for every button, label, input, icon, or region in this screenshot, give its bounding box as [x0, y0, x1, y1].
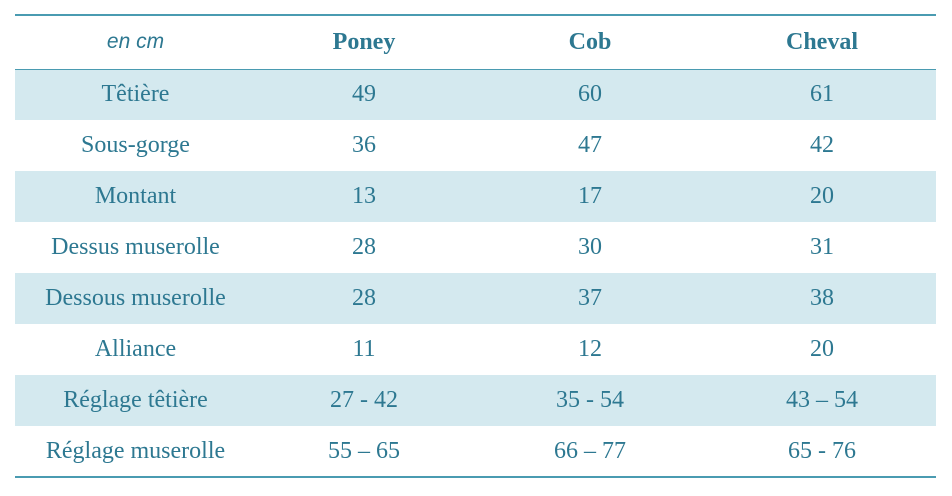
table-row: Têtière 49 60 61 — [15, 69, 936, 120]
table-header-row: en cm Poney Cob Cheval — [15, 15, 936, 70]
cell-value: 13 — [352, 183, 376, 209]
cell-value: 55 – 65 — [328, 437, 400, 464]
size-table-container: en cm Poney Cob Cheval Têtière 49 60 61 … — [15, 14, 936, 478]
cell-value: 65 - 76 — [788, 437, 856, 464]
column-header-poney: Poney — [256, 15, 472, 70]
table-row: Dessus muserolle 28 30 31 — [15, 222, 936, 273]
cell-value: 11 — [352, 336, 376, 362]
table-row: Alliance 11 12 20 — [15, 324, 936, 375]
cell-value: 28 — [352, 234, 376, 260]
cell-value: 36 — [352, 132, 376, 158]
cell-value: 31 — [810, 234, 834, 260]
cell-value: 28 — [352, 285, 376, 311]
cell-value: 66 – 77 — [554, 437, 626, 464]
cell-value: 12 — [578, 336, 602, 362]
cell-value: 20 — [810, 336, 834, 362]
cell-value: 35 - 54 — [556, 387, 624, 413]
cell-value: 27 - 42 — [330, 387, 398, 413]
table-row: Réglage têtière 27 - 42 35 - 54 43 – 54 — [15, 375, 936, 426]
cell-value: 20 — [810, 183, 834, 209]
row-label: Montant — [94, 183, 177, 209]
bridle-size-table: en cm Poney Cob Cheval Têtière 49 60 61 … — [15, 14, 936, 478]
cell-value: 47 — [578, 132, 602, 158]
table-row: Montant 13 17 20 — [15, 171, 936, 222]
row-label: Sous-gorge — [81, 132, 190, 158]
cell-value: 60 — [578, 81, 602, 108]
column-header-cob: Cob — [472, 15, 708, 70]
row-label: Dessus muserolle — [51, 234, 220, 260]
row-label: Têtière — [101, 81, 170, 108]
cell-value: 61 — [810, 81, 834, 108]
column-header-cheval: Cheval — [708, 15, 936, 70]
row-label: Réglage muserolle — [45, 437, 226, 464]
cell-value: 30 — [578, 234, 602, 260]
row-label: Réglage têtière — [63, 387, 208, 413]
row-label: Alliance — [94, 336, 177, 362]
row-label: Dessous muserolle — [45, 285, 226, 311]
cell-value: 37 — [578, 285, 602, 311]
table-row: Dessous muserolle 28 37 38 — [15, 273, 936, 324]
cell-value: 38 — [810, 285, 834, 311]
cell-value: 43 – 54 — [786, 387, 858, 413]
table-row: Réglage muserolle 55 – 65 66 – 77 65 - 7… — [15, 426, 936, 477]
unit-label: en cm — [15, 15, 256, 70]
cell-value: 42 — [810, 132, 834, 158]
cell-value: 17 — [578, 183, 602, 209]
cell-value: 49 — [352, 81, 376, 108]
table-row: Sous-gorge 36 47 42 — [15, 120, 936, 171]
